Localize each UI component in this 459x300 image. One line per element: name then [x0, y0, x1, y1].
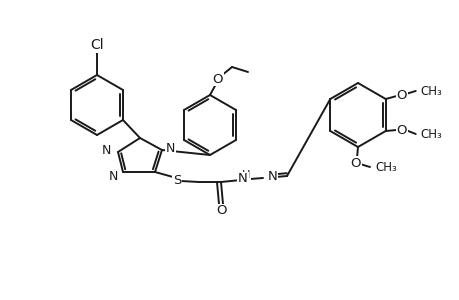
Text: N: N — [268, 170, 277, 184]
Text: O: O — [212, 73, 223, 85]
Text: O: O — [396, 88, 406, 101]
Text: N: N — [166, 142, 175, 154]
Text: S: S — [173, 173, 181, 187]
Text: O: O — [216, 205, 227, 218]
Text: N: N — [108, 169, 118, 182]
Text: N: N — [238, 172, 247, 185]
Text: O: O — [396, 124, 406, 136]
Text: H: H — [241, 170, 250, 180]
Text: CH₃: CH₃ — [374, 160, 396, 173]
Text: CH₃: CH₃ — [420, 85, 442, 98]
Text: CH₃: CH₃ — [420, 128, 442, 140]
Text: N: N — [101, 143, 111, 157]
Text: O: O — [350, 157, 360, 169]
Text: Cl: Cl — [90, 38, 104, 52]
